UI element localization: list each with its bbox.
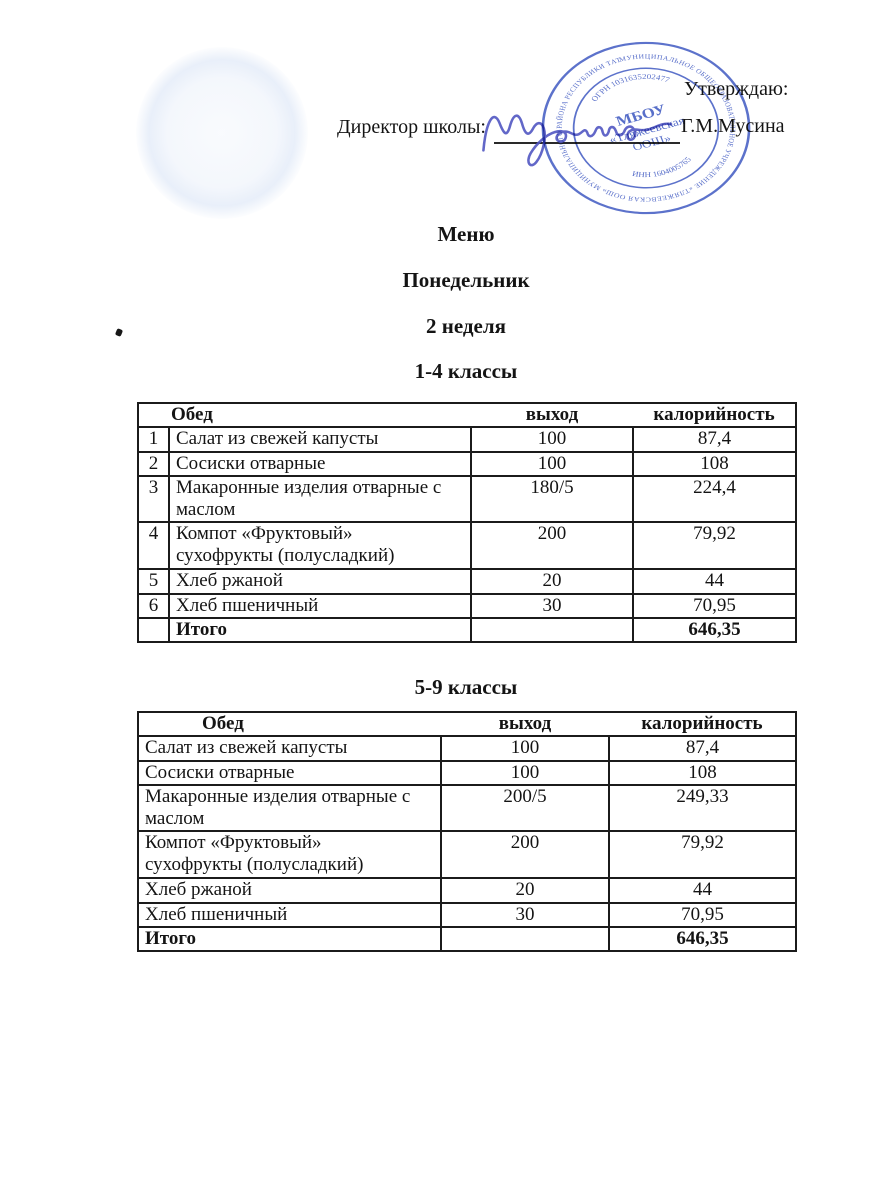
dish-output: 30 <box>440 902 610 928</box>
dish-name: Компот «Фруктовый» сухофрукты (полусладк… <box>167 521 473 570</box>
dish-output: 20 <box>470 568 635 595</box>
table-row: Хлеб ржаной 20 44 <box>137 877 797 904</box>
row-number: 6 <box>137 593 170 619</box>
dish-calories: 70,95 <box>632 593 798 619</box>
dish-calories: 44 <box>632 568 798 595</box>
table-row: Салат из свежей капусты 100 87,4 <box>137 735 797 762</box>
scan-speck <box>114 328 124 337</box>
total-calories: 646,35 <box>608 926 797 952</box>
signature-line <box>494 112 680 144</box>
dish-name: Хлеб пшеничный <box>167 593 473 619</box>
title-day: Понедельник <box>402 268 530 292</box>
dish-output: 100 <box>440 760 610 786</box>
dish-calories: 79,92 <box>632 521 798 570</box>
dish-calories: 108 <box>608 760 797 786</box>
table-header-row: Обед выход калорийность <box>138 402 797 428</box>
table-row: 4 Компот «Фруктовый» сухофрукты (полусла… <box>137 521 798 570</box>
school-stamp: МУНИЦИПАЛЬНОЕ ОБЩЕОБРАЗОВАТЕЛЬНОЕ УЧРЕЖД… <box>537 38 755 218</box>
dish-output: 200/5 <box>440 784 610 832</box>
title-grades-5-9: 5-9 классы <box>414 675 518 699</box>
column-header-output: выход <box>471 402 634 428</box>
dish-calories: 87,4 <box>608 735 797 762</box>
dish-calories: 224,4 <box>632 475 798 523</box>
title-week: 2 неделя <box>426 314 506 338</box>
dish-name: Макаронные изделия отварные с маслом <box>167 475 473 523</box>
table-row: 1 Салат из свежей капусты 100 87,4 <box>137 426 798 453</box>
total-calories: 646,35 <box>632 617 798 643</box>
table-row: Макаронные изделия отварные с маслом 200… <box>137 784 797 832</box>
dish-output: 100 <box>470 426 635 453</box>
column-header-dish: Обед <box>138 711 441 737</box>
total-label: Итого <box>167 617 473 643</box>
dish-output: 20 <box>440 877 610 904</box>
dish-calories: 108 <box>632 451 798 477</box>
table-row: Хлеб пшеничный 30 70,95 <box>137 902 797 928</box>
table-row: Компот «Фруктовый» сухофрукты (полусладк… <box>137 830 797 879</box>
column-header-calories: калорийность <box>633 402 797 428</box>
column-header-output: выход <box>441 711 609 737</box>
row-number: 2 <box>137 451 170 477</box>
dish-output: 200 <box>440 830 610 879</box>
total-output-empty <box>440 926 610 952</box>
dish-name: Компот «Фруктовый» сухофрукты (полусладк… <box>137 830 442 879</box>
total-output-empty <box>470 617 635 643</box>
menu-table-5-9: Обед выход калорийность Салат из свежей … <box>137 711 797 952</box>
dish-name: Сосиски отварные <box>137 760 442 786</box>
dish-name: Хлеб ржаной <box>137 877 442 904</box>
title-menu: Меню <box>437 222 495 246</box>
total-row: Итого 646,35 <box>137 617 798 643</box>
dish-name: Салат из свежей капусты <box>167 426 473 453</box>
table-row: Сосиски отварные 100 108 <box>137 760 797 786</box>
row-number: 4 <box>137 521 170 570</box>
column-header-dish: Обед <box>138 402 472 428</box>
stamp-inn: ИНН 1604005765 <box>629 154 696 184</box>
total-row: Итого 646,35 <box>137 926 797 952</box>
dish-name: Салат из свежей капусты <box>137 735 442 762</box>
table-header-row: Обед выход калорийность <box>138 711 796 737</box>
handwritten-signature: Мусина <box>482 114 673 167</box>
row-number-empty <box>137 617 170 643</box>
total-label: Итого <box>137 926 442 952</box>
dish-name: Сосиски отварные <box>167 451 473 477</box>
dish-output: 200 <box>470 521 635 570</box>
dish-name: Хлеб ржаной <box>167 568 473 595</box>
dish-calories: 87,4 <box>632 426 798 453</box>
menu-table-1-4: Обед выход калорийность 1 Салат из свеже… <box>137 402 798 643</box>
dish-calories: 44 <box>608 877 797 904</box>
table-row: 5 Хлеб ржаной 20 44 <box>137 568 798 595</box>
table-row: 6 Хлеб пшеничный 30 70,95 <box>137 593 798 619</box>
dish-output: 100 <box>440 735 610 762</box>
dish-calories: 79,92 <box>608 830 797 879</box>
table-row: 3 Макаронные изделия отварные с маслом 1… <box>137 475 798 523</box>
row-number: 1 <box>137 426 170 453</box>
director-label: Директор школы: <box>337 116 486 138</box>
dish-calories: 70,95 <box>608 902 797 928</box>
dish-output: 30 <box>470 593 635 619</box>
row-number: 3 <box>137 475 170 523</box>
row-number: 5 <box>137 568 170 595</box>
column-header-calories: калорийность <box>609 711 796 737</box>
dish-output: 180/5 <box>470 475 635 523</box>
table-row: 2 Сосиски отварные 100 108 <box>137 451 798 477</box>
approver-name: Г.М.Мусина <box>681 115 785 137</box>
dish-output: 100 <box>470 451 635 477</box>
dish-name: Макаронные изделия отварные с маслом <box>137 784 442 832</box>
dish-calories: 249,33 <box>608 784 797 832</box>
stamp-bleed-through <box>136 47 308 219</box>
dish-name: Хлеб пшеничный <box>137 902 442 928</box>
title-grades-1-4: 1-4 классы <box>414 359 518 383</box>
